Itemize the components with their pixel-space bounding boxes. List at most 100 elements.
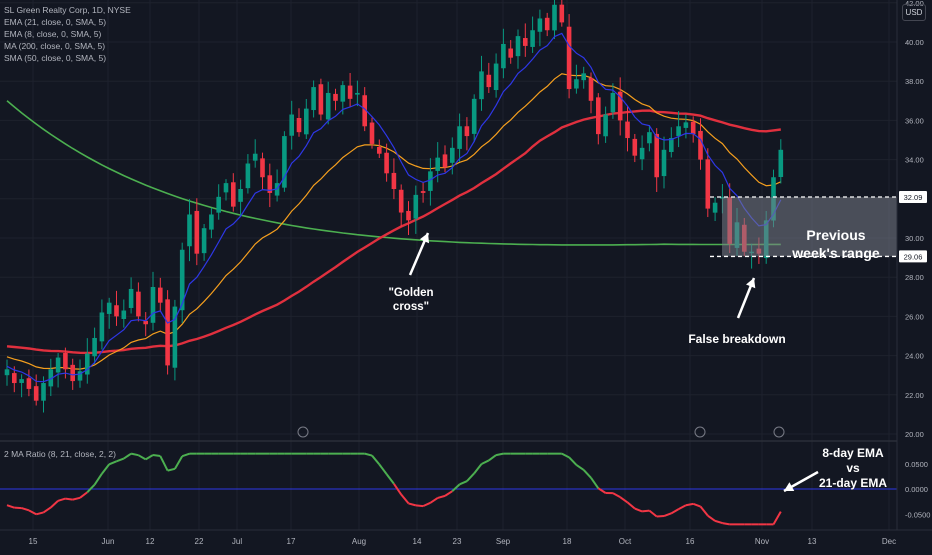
candle-body [560, 5, 565, 23]
candle-body [5, 369, 10, 375]
candle-body [443, 154, 448, 167]
oscillator-segment [452, 484, 459, 491]
candle-body [552, 5, 557, 31]
oscillator-segment [58, 499, 65, 501]
event-marker [298, 427, 308, 437]
candle-body [195, 211, 200, 254]
candle-body [151, 287, 156, 323]
candle-body [414, 195, 419, 219]
date-tick-label: Nov [755, 537, 769, 546]
candle-body [70, 365, 75, 381]
candle-body [122, 311, 127, 319]
candle-body [581, 73, 586, 80]
ema-note-line2: vs [812, 461, 894, 476]
oscillator-tick-label: 0.0500 [905, 460, 928, 469]
candle-body [691, 122, 696, 134]
currency-button[interactable]: USD [902, 4, 926, 21]
price-tick-label: 22.00 [905, 391, 924, 400]
candle-body [85, 354, 90, 375]
candle-body [341, 85, 346, 102]
oscillator-segment [591, 478, 598, 488]
ema-note-line3: 21-day EMA [812, 476, 894, 491]
oscillator-segment [131, 454, 138, 456]
date-tick-label: 23 [453, 537, 462, 546]
date-tick-label: 22 [195, 537, 204, 546]
oscillator-segment [146, 455, 153, 459]
date-tick-label: Dec [882, 537, 896, 546]
oscillator-segment [628, 502, 635, 508]
candle-body [494, 64, 499, 90]
oscillator-segment [460, 481, 467, 484]
date-tick-label: 13 [808, 537, 817, 546]
oscillator-segment [109, 461, 116, 464]
oscillator-segment [379, 464, 386, 474]
oscillator-segment [562, 454, 569, 458]
oscillator-segment [686, 504, 693, 505]
candle-body [713, 203, 718, 213]
oscillator-segment [708, 516, 715, 521]
candle-body [450, 148, 455, 163]
candle-body [297, 118, 302, 132]
date-tick-label: Jul [232, 537, 242, 546]
candle-body [107, 303, 112, 314]
candle-body [574, 79, 579, 88]
candle-body [260, 158, 265, 177]
event-marker [695, 427, 705, 437]
oscillator-segment [153, 455, 160, 456]
candle-body [34, 386, 39, 401]
date-tick-label: Aug [352, 537, 366, 546]
range-note-line1: Previous [786, 227, 886, 244]
price-tick-label: 26.00 [905, 312, 924, 321]
date-tick-label: 17 [287, 537, 296, 546]
candle-body [231, 182, 236, 206]
candle-body [421, 191, 426, 193]
candle-body [319, 84, 324, 114]
oscillator-segment [416, 505, 423, 506]
oscillator-segment [36, 512, 43, 514]
legend-sma50: SMA (50, close, 0, SMA, 5) [4, 52, 106, 64]
candle-body [399, 190, 404, 213]
legend-oscillator: 2 MA Ratio (8, 21, close, 2, 2) [4, 448, 116, 460]
oscillator-segment [73, 498, 80, 500]
oscillator-segment [117, 459, 124, 462]
candle-body [428, 171, 433, 191]
price-tick-label: 20.00 [905, 430, 924, 439]
oscillator-segment [423, 503, 430, 506]
oscillator-segment [584, 470, 591, 478]
oscillator-segment [430, 498, 437, 503]
oscillator-segment [715, 521, 722, 523]
candle-body [684, 122, 689, 128]
candle-body [384, 153, 389, 174]
oscillator-segment [482, 460, 489, 464]
oscillator-segment [182, 454, 189, 457]
date-tick-label: 15 [29, 537, 38, 546]
legend-ma200: MA (200, close, 0, SMA, 5) [4, 40, 105, 52]
candle-body [647, 132, 652, 143]
candle-body [136, 292, 141, 317]
oscillator-segment [87, 485, 94, 493]
oscillator-segment [576, 465, 583, 470]
candle-body [698, 131, 703, 160]
oscillator-segment [365, 454, 372, 456]
price-tick-label: 30.00 [905, 234, 924, 243]
candle-body [523, 38, 528, 46]
oscillator-segment [438, 496, 445, 498]
date-tick-label: Sep [496, 537, 511, 546]
candle-body [596, 97, 601, 134]
grid [0, 0, 897, 530]
price-label: 29.06 [904, 252, 923, 261]
oscillator-segment [496, 454, 503, 455]
candle-body [333, 94, 338, 101]
oscillator-segment [138, 455, 145, 459]
golden-cross-note: "Golden cross" [380, 286, 442, 314]
candle-body [706, 159, 711, 208]
oscillator-segment [722, 523, 729, 524]
candle-body [516, 36, 521, 56]
candle-body [479, 71, 484, 99]
oscillator-segment [701, 507, 708, 516]
candle-body [603, 115, 608, 137]
candle-body [216, 197, 221, 213]
date-tick-label: 18 [563, 537, 572, 546]
